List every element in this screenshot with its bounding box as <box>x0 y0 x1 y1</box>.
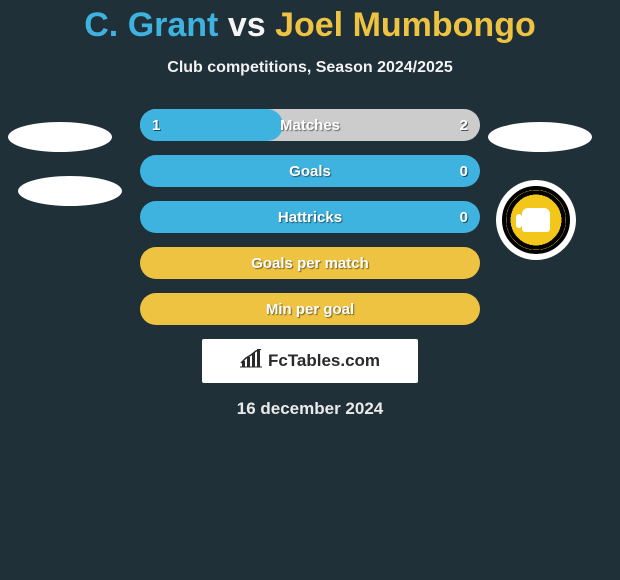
elephant-icon <box>522 208 550 232</box>
stat-label: Goals per match <box>140 247 480 279</box>
comparison-title: C. Grant vs Joel Mumbongo <box>0 0 620 45</box>
stat-row-min-per-goal: Min per goal <box>140 293 480 325</box>
stat-row-goals-per-match: Goals per match <box>140 247 480 279</box>
avatar-placeholder-left-0 <box>8 122 112 152</box>
title-player1: C. Grant <box>84 6 218 44</box>
stat-row-hattricks: 0Hattricks <box>140 201 480 233</box>
avatar-placeholder-right-0 <box>488 122 592 152</box>
stat-label: Matches <box>140 109 480 141</box>
club-badge-right <box>496 180 576 260</box>
avatar-placeholder-left-1 <box>18 176 122 206</box>
title-player2: Joel Mumbongo <box>275 6 536 44</box>
stat-row-matches: 12Matches <box>140 109 480 141</box>
stat-label: Hattricks <box>140 201 480 233</box>
title-vs: vs <box>218 6 275 44</box>
stat-label: Goals <box>140 155 480 187</box>
snapshot-date: 16 december 2024 <box>0 399 620 419</box>
club-crest <box>502 186 570 254</box>
stat-row-goals: 0Goals <box>140 155 480 187</box>
branding-text: FcTables.com <box>268 351 380 371</box>
bar-chart-icon <box>240 349 262 374</box>
subtitle: Club competitions, Season 2024/2025 <box>0 59 620 77</box>
branding-box: FcTables.com <box>202 339 418 383</box>
stat-label: Min per goal <box>140 293 480 325</box>
